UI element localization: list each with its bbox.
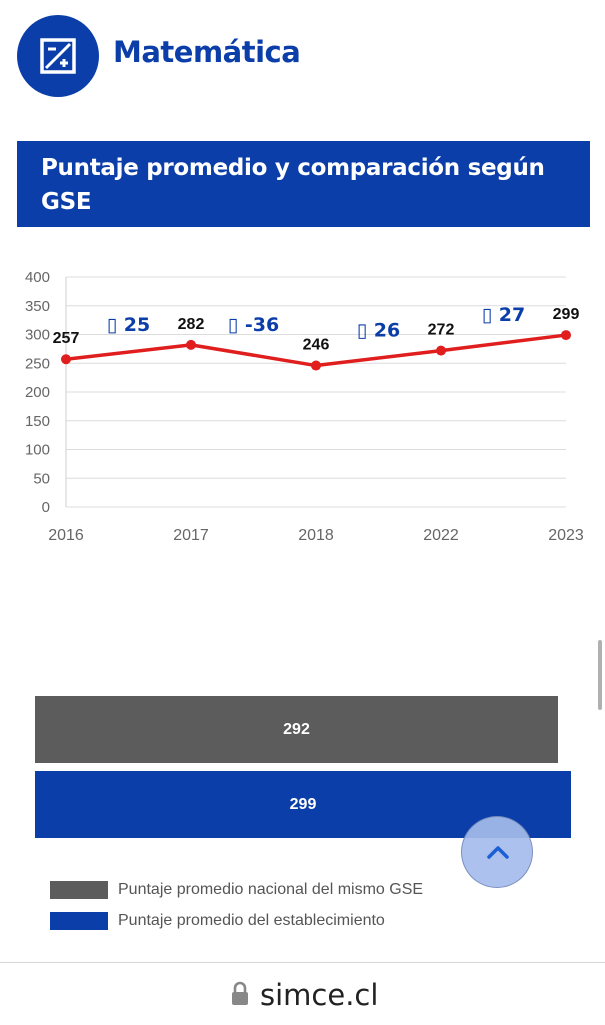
school-average-value: 299 [289,795,317,813]
section-banner: Puntaje promedio y comparación según GSE [17,141,590,227]
data-point [561,330,571,341]
y-tick-label: 300 [25,327,50,344]
data-label: 246 [303,337,330,354]
legend-label-school: Puntaje promedio del establecimiento [118,911,385,929]
scroll-to-top-button[interactable] [461,816,533,888]
y-tick-label: 250 [25,355,50,372]
lock-icon [232,981,248,1005]
browser-url-bar[interactable]: simce.cl [0,962,605,1025]
x-tick-label: 2023 [548,527,584,544]
math-calc-icon [17,15,99,97]
difference-label: ▯ 27 [482,304,526,326]
data-point [311,360,321,371]
y-tick-label: 200 [25,384,50,401]
gse-average-bar: 292 [35,696,558,763]
data-label: 272 [428,322,455,339]
x-tick-label: 2016 [48,527,84,544]
y-tick-label: 400 [25,269,50,286]
difference-label: ▯ 25 [107,314,151,336]
data-point [61,354,71,365]
legend-swatch-gray [50,880,108,899]
bar-legend: Puntaje promedio nacional del mismo GSE … [50,874,423,936]
y-tick-label: 100 [25,442,50,459]
difference-label: ▯ -36 [228,314,279,336]
legend-label-gse: Puntaje promedio nacional del mismo GSE [118,880,424,898]
line-chart: 0 50 100 150 200 250 300 350 400 2016 2017 2018 2022… [25,269,584,544]
x-tick-label: 2022 [423,527,459,544]
data-label: 257 [53,330,80,347]
y-tick-label: 150 [25,413,50,430]
legend-item-gse: Puntaje promedio nacional del mismo GSE [50,874,423,905]
scrollbar-thumb[interactable] [598,640,602,710]
chevron-up-icon [487,846,509,859]
url-domain: simce.cl [260,978,379,1012]
legend-item-school: Puntaje promedio del establecimiento [50,905,423,936]
x-tick-label: 2017 [173,527,209,544]
subject-header: Matemática [0,0,605,110]
data-label: 299 [553,306,580,323]
section-title-line1: Puntaje promedio y comparación según [41,155,545,181]
x-tick-label: 2018 [298,527,334,544]
y-tick-label: 50 [33,470,50,487]
data-label: 282 [178,316,205,333]
y-tick-label: 350 [25,298,50,315]
legend-swatch-blue [50,911,108,930]
gse-average-value: 292 [283,720,310,738]
data-point [436,345,446,356]
y-tick-label: 0 [42,499,50,516]
section-title-line2: GSE [41,189,92,215]
subject-title: Matemática [113,35,301,69]
data-point [186,339,196,350]
difference-label: ▯ 26 [357,320,401,342]
